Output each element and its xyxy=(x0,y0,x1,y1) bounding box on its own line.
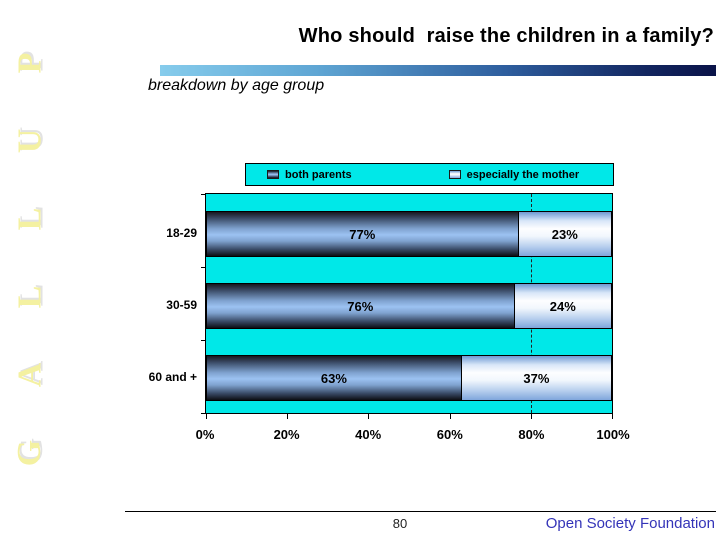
value-label: 24% xyxy=(549,298,576,314)
value-label: 63% xyxy=(320,370,347,386)
x-axis-tick xyxy=(530,414,532,419)
bar-row-30-59: 76% 24% xyxy=(206,283,612,329)
bar-segment-especially-mother: 37% xyxy=(461,355,612,401)
category-label: 18-29 xyxy=(166,226,197,240)
logo-letter: L xyxy=(11,285,48,309)
value-label: 77% xyxy=(349,226,376,242)
x-axis-tick xyxy=(368,414,370,419)
bar-row-60-and-plus: 63% 37% xyxy=(206,355,612,401)
y-axis-tick xyxy=(201,267,206,268)
category-label: 30-59 xyxy=(166,298,197,312)
value-label: 23% xyxy=(551,226,578,242)
x-tick-label: 20% xyxy=(273,427,300,442)
y-axis-tick xyxy=(201,413,206,414)
x-tick-label: 60% xyxy=(436,427,463,442)
x-axis-tick xyxy=(612,414,613,419)
x-axis-tick xyxy=(206,414,207,419)
logo-letter: G xyxy=(10,439,48,467)
legend-entry-especially-mother: especially the mother xyxy=(448,168,580,181)
logo-letter: U xyxy=(11,128,48,154)
footer-divider xyxy=(125,511,716,512)
logo-letter: L xyxy=(11,207,48,231)
bar-row-18-29: 77% 23% xyxy=(206,211,612,257)
x-tick-label: 100% xyxy=(596,427,630,442)
logo-letter: A xyxy=(11,362,48,388)
bar-segment-especially-mother: 23% xyxy=(518,211,612,257)
x-axis-labels: 0% 20% 40% 60% 80% 100% xyxy=(196,427,630,442)
chart-legend: both parents especially the mother xyxy=(245,163,614,186)
category-label: 60 and + xyxy=(148,370,197,384)
x-tick-label: 0% xyxy=(195,427,215,442)
bar-segment-especially-mother: 24% xyxy=(514,283,612,329)
logo-letter: P xyxy=(11,52,48,74)
legend-label: both parents xyxy=(285,168,352,181)
x-axis-tick xyxy=(449,414,451,419)
title-gradient-rule xyxy=(160,65,716,76)
plot-area: 77% 23% 76% 24% 63% 37% xyxy=(201,193,613,419)
value-label: 37% xyxy=(523,370,550,386)
bar-segment-both-parents: 63% xyxy=(206,355,462,401)
legend-swatch-especially-mother xyxy=(448,170,461,179)
gallup-logo: P U L L A G xyxy=(6,46,54,470)
bar-segment-both-parents: 77% xyxy=(206,211,519,257)
legend-swatch-both-parents xyxy=(267,170,279,179)
slide-title: Who should raise the children in a famil… xyxy=(298,25,714,47)
x-axis-tick xyxy=(287,414,289,419)
legend-label: especially the mother xyxy=(466,168,580,181)
bar-segment-both-parents: 76% xyxy=(206,283,515,329)
slide-subtitle: breakdown by age group xyxy=(148,77,325,94)
footer-organization: Open Society Foundation xyxy=(545,515,715,532)
legend-entry-both-parents: both parents xyxy=(267,169,352,181)
y-axis-tick xyxy=(201,194,206,195)
y-axis-tick xyxy=(201,340,206,341)
x-tick-label: 80% xyxy=(518,427,545,442)
x-tick-label: 40% xyxy=(355,427,382,442)
page-number: 80 xyxy=(392,516,408,531)
value-label: 76% xyxy=(347,298,374,314)
